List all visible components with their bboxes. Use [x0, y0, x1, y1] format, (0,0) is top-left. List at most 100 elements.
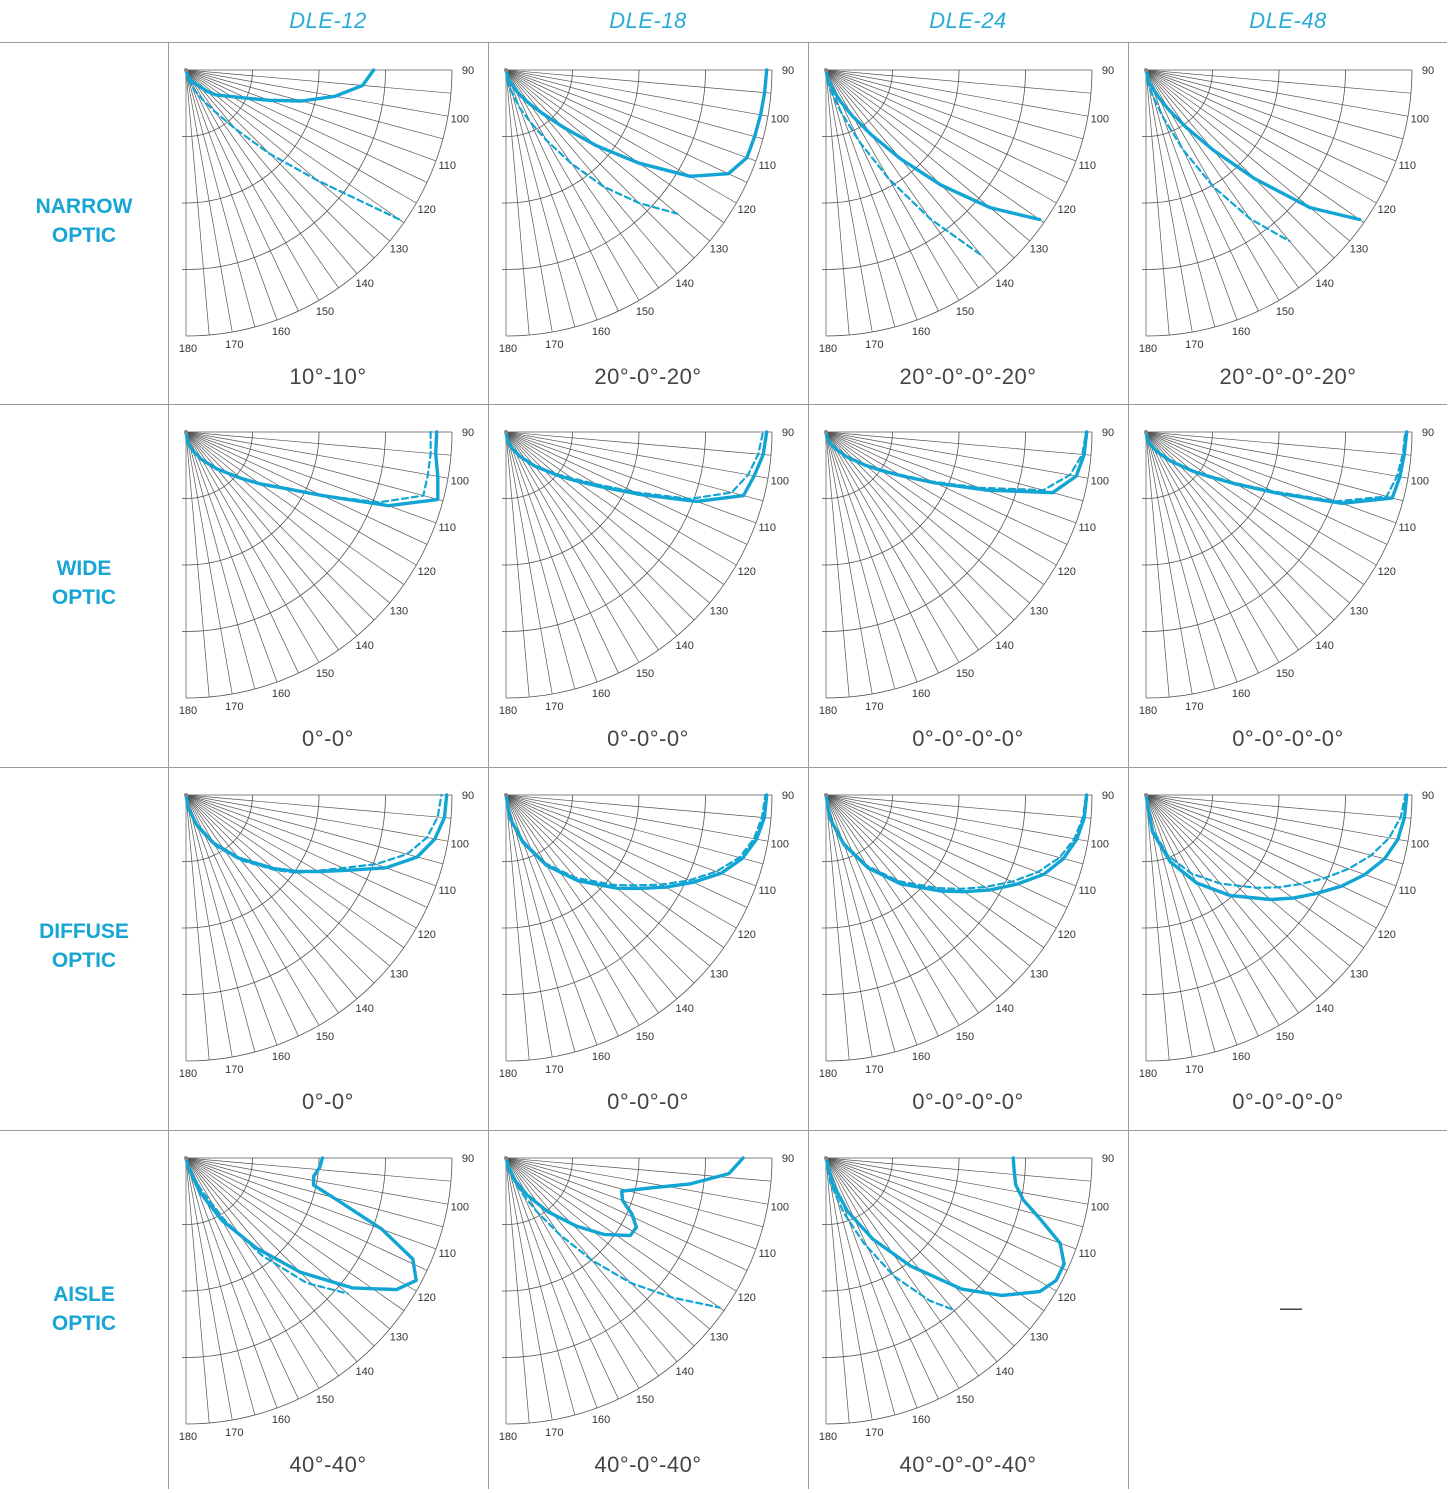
angle-label-90: 90	[1422, 427, 1434, 439]
polar-spoke	[185, 69, 437, 162]
polar-spoke	[185, 431, 210, 698]
angle-label-170: 170	[1185, 1064, 1203, 1076]
column-header-dle-18: DLE-18	[609, 8, 687, 33]
polar-origin	[184, 430, 188, 434]
angle-label-170: 170	[1185, 339, 1203, 351]
polar-spoke	[505, 69, 772, 94]
polar-spoke	[185, 1157, 278, 1409]
polar-spoke	[185, 1157, 437, 1250]
polar-panel: —	[1128, 1130, 1448, 1493]
polar-panel: 90 100 110 120 130 140 150 160 170 180 0°-0°-0°	[488, 767, 808, 1130]
polar-spoke	[185, 794, 375, 984]
lens-tilt-label: 0°-0°-0°-0°	[1232, 1089, 1344, 1114]
polar-spoke	[505, 794, 725, 948]
polar-spoke	[825, 431, 1045, 585]
lens-tilt-label: 40°-40°	[289, 1452, 367, 1477]
angle-label-130: 130	[390, 1332, 408, 1344]
row-divider	[0, 1130, 1447, 1131]
polar-spoke	[185, 1157, 449, 1205]
polar-spoke	[1145, 431, 1299, 651]
angle-label-100: 100	[451, 838, 469, 850]
polar-spoke	[505, 69, 769, 117]
polar-spoke	[185, 794, 417, 929]
polar-panel: 90 100 110 120 130 140 150 160 170 180 40°-40°	[168, 1130, 488, 1493]
polar-spoke	[825, 69, 1030, 242]
polar-spoke	[185, 794, 390, 967]
polar-spoke	[825, 69, 1068, 183]
polar-spoke	[1145, 69, 1365, 223]
polar-spoke	[505, 1157, 576, 1416]
angle-label-180: 180	[499, 343, 517, 355]
angle-label-110: 110	[438, 1248, 456, 1260]
polar-spoke	[505, 1157, 757, 1250]
angle-label-130: 130	[710, 969, 728, 981]
candela-curve-solid	[824, 68, 1042, 222]
angle-label-130: 130	[390, 969, 408, 981]
angle-label-140: 140	[356, 640, 374, 652]
polar-spoke	[1145, 69, 1412, 94]
polar-candela-chart: 90 100 110 120 130 140 150 160 170 180	[179, 790, 474, 1080]
polar-spoke	[505, 1157, 748, 1271]
polar-spoke	[825, 69, 939, 312]
angle-label-90: 90	[1422, 65, 1434, 77]
polar-panel: 90 100 110 120 130 140 150 160 170 180 40°-0°-40°	[488, 1130, 808, 1493]
polar-spoke	[1145, 69, 1350, 242]
polar-candela-chart: 90 100 110 120 130 140 150 160 170 180	[1139, 790, 1434, 1080]
angle-label-170: 170	[865, 339, 883, 351]
row-header-line1: WIDE	[56, 557, 112, 580]
angle-label-110: 110	[758, 885, 776, 897]
polar-candela-chart: 90 100 110 120 130 140 150 160 170 180	[499, 65, 794, 355]
polar-spoke	[185, 69, 339, 289]
polar-spoke	[1145, 431, 1404, 502]
polar-spoke	[505, 1157, 695, 1347]
angle-label-120: 120	[1058, 566, 1076, 578]
row-header-line1: AISLE	[53, 1283, 115, 1306]
candela-curve-solid	[184, 430, 440, 508]
polar-spoke	[185, 431, 428, 545]
polar-spoke	[825, 794, 850, 1061]
polar-origin	[824, 68, 828, 72]
polar-candela-chart: 90 100 110 120 130 140 150 160 170 180	[819, 65, 1114, 355]
polar-spoke	[185, 431, 256, 690]
polar-spoke	[505, 794, 695, 984]
angle-label-150: 150	[636, 668, 654, 680]
angle-label-100: 100	[1091, 838, 1109, 850]
polar-spoke	[185, 1157, 390, 1330]
angle-label-170: 170	[545, 701, 563, 713]
polar-spoke	[1145, 431, 1259, 674]
angle-label-130: 130	[1030, 244, 1048, 256]
angle-label-170: 170	[545, 339, 563, 351]
angle-label-90: 90	[462, 790, 474, 802]
angle-label-120: 120	[738, 566, 756, 578]
angle-label-130: 130	[710, 606, 728, 618]
polar-spoke	[1145, 794, 1365, 948]
polar-spoke	[825, 794, 1045, 948]
polar-spoke	[825, 431, 1030, 604]
polar-candela-chart: 90 100 110 120 130 140 150 160 170 180	[1139, 427, 1434, 717]
angle-label-120: 120	[738, 929, 756, 941]
polar-spoke	[505, 69, 640, 301]
polar-spoke	[1145, 431, 1397, 524]
angle-label-170: 170	[545, 1427, 563, 1439]
polar-spoke	[185, 794, 278, 1046]
polar-spoke	[825, 1157, 873, 1421]
polar-spoke	[185, 794, 256, 1053]
angle-label-160: 160	[592, 326, 610, 338]
angle-label-160: 160	[1232, 688, 1250, 700]
angle-label-130: 130	[1030, 606, 1048, 618]
angle-label-180: 180	[819, 343, 837, 355]
polar-spoke	[825, 1157, 1030, 1330]
row-header-line2: OPTIC	[51, 586, 117, 609]
polar-spoke	[825, 431, 850, 698]
angle-label-120: 120	[418, 204, 436, 216]
column-divider	[168, 42, 169, 1489]
polar-spoke	[1145, 69, 1170, 336]
angle-label-150: 150	[1276, 1031, 1294, 1043]
angle-label-140: 140	[996, 1366, 1014, 1378]
lens-tilt-label: 20°-0°-0°-20°	[1219, 364, 1357, 389]
angle-label-150: 150	[316, 306, 334, 318]
polar-spoke	[825, 431, 1068, 545]
row-header-line2: OPTIC	[51, 949, 117, 972]
candela-curve-dashed	[1144, 68, 1291, 243]
angle-label-110: 110	[438, 522, 456, 534]
